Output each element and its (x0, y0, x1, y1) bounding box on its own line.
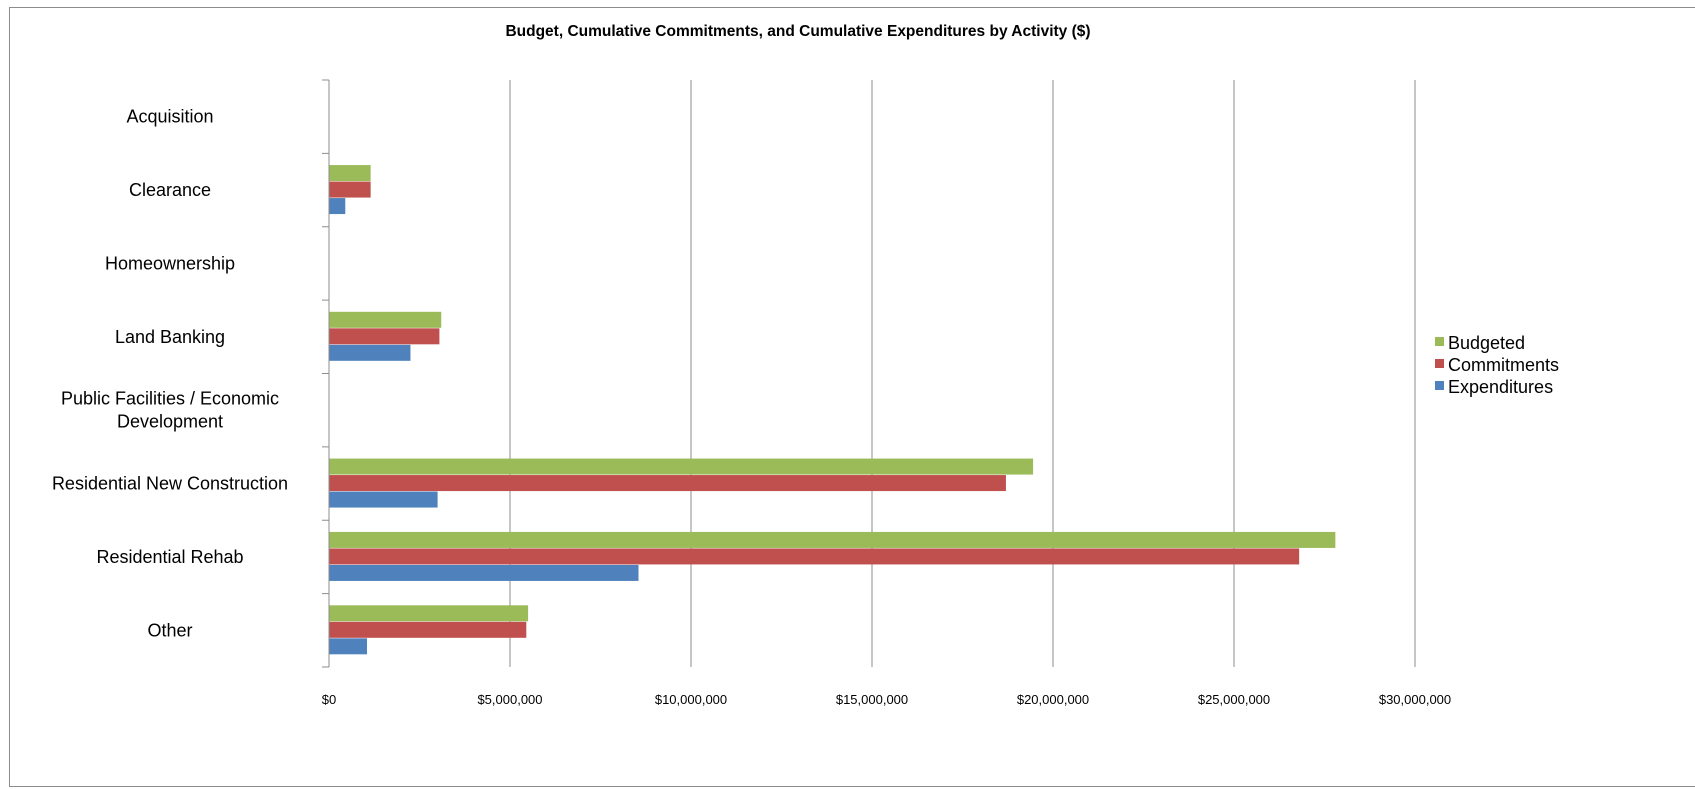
bar-budgeted-residential-rehab (329, 531, 1336, 548)
bar-commitments-clearance (329, 181, 371, 198)
legend-label-budgeted: Budgeted (1448, 333, 1525, 353)
category-label-residential-new-construction: Residential New Construction (52, 474, 288, 494)
legend-label-commitments: Commitments (1448, 355, 1559, 375)
x-tick-label: $20,000,000 (1017, 692, 1089, 707)
legend-swatch-commitments (1435, 359, 1444, 368)
bar-budgeted-land-banking (329, 311, 442, 328)
bar-expenditures-land-banking (329, 344, 411, 361)
category-label-land-banking: Land Banking (115, 327, 225, 347)
x-tick-label: $10,000,000 (655, 692, 727, 707)
x-tick-label: $5,000,000 (477, 692, 542, 707)
chart-area (9, 7, 1695, 787)
bar-budgeted-clearance (329, 165, 371, 182)
gridlines (509, 80, 1416, 667)
x-tick-label: $0 (322, 692, 336, 707)
x-tick-label: $30,000,000 (1379, 692, 1451, 707)
bar-expenditures-clearance (329, 198, 346, 215)
category-label-public-facilities-economic-development: Public Facilities / Economic Development (61, 389, 279, 432)
bar-commitments-land-banking (329, 328, 440, 345)
category-label-residential-rehab: Residential Rehab (96, 547, 243, 567)
bar-expenditures-residential-rehab (329, 564, 639, 581)
category-label-acquisition: Acquisition (126, 107, 213, 127)
bar-budgeted-residential-new-construction (329, 458, 1034, 475)
bar-expenditures-other (329, 638, 368, 655)
bar-commitments-residential-rehab (329, 548, 1300, 565)
legend-swatch-expenditures (1435, 381, 1444, 390)
category-label-other: Other (147, 620, 192, 640)
category-label-clearance: Clearance (129, 180, 211, 200)
legend-label-expenditures: Expenditures (1448, 377, 1553, 397)
chart-title: Budget, Cumulative Commitments, and Cumu… (505, 23, 1090, 40)
bar-expenditures-residential-new-construction (329, 491, 438, 508)
x-tick-label: $25,000,000 (1198, 692, 1270, 707)
legend-swatch-budgeted (1435, 337, 1444, 346)
bar-commitments-residential-new-construction (329, 475, 1006, 492)
axes: $0 $5,000,000 $10,000,000 $15,000,000 $20,00… (52, 79, 1451, 707)
bars (329, 165, 1336, 655)
bar-budgeted-other (329, 605, 529, 622)
bar-commitments-other (329, 621, 527, 638)
x-tick-label: $15,000,000 (836, 692, 908, 707)
category-label-homeownership: Homeownership (105, 253, 235, 273)
